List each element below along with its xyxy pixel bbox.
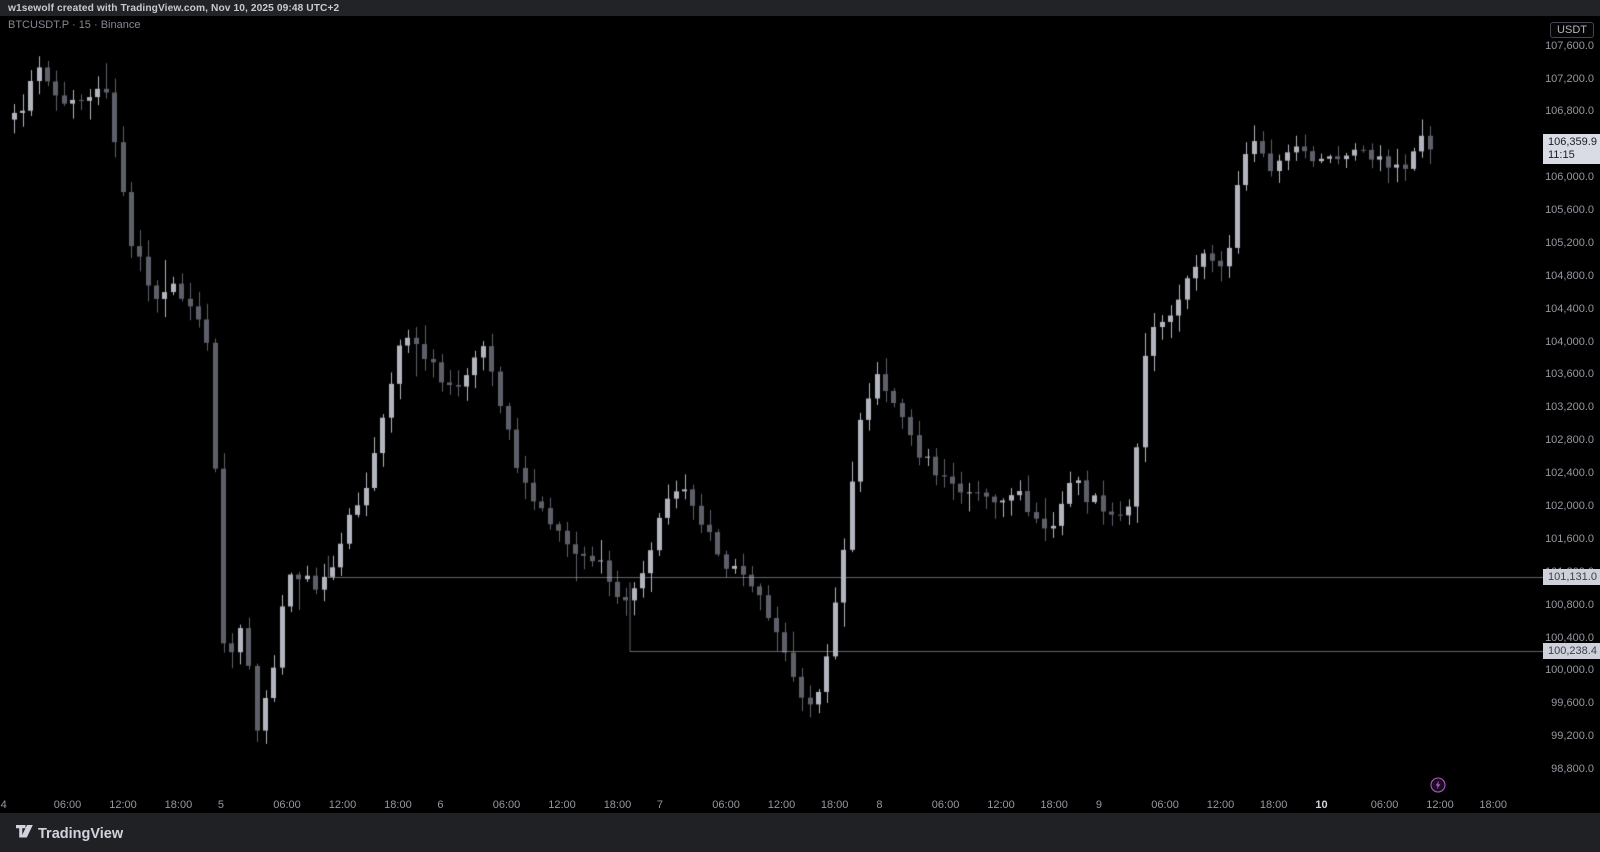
svg-text:TradingView: TradingView	[38, 826, 124, 842]
